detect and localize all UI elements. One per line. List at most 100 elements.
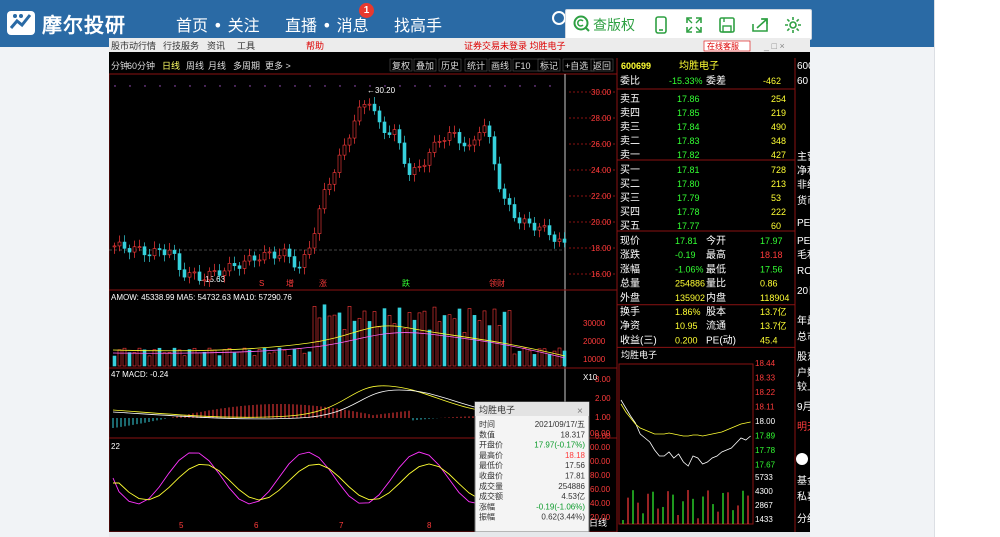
event-marker-4: 领财 bbox=[489, 278, 505, 288]
period-tab-6[interactable]: 更多 > bbox=[265, 60, 291, 71]
right-side-panel bbox=[934, 0, 1000, 537]
nav-home[interactable]: 首页 • 关注 bbox=[176, 16, 260, 35]
service-button-frame[interactable] bbox=[703, 40, 751, 52]
candle-body-20 bbox=[212, 270, 217, 272]
period-tab-0[interactable]: 分钟 bbox=[111, 60, 129, 71]
tool-8[interactable]: 返回 bbox=[593, 60, 611, 71]
stat-label-a-7: 收益(三) bbox=[620, 333, 657, 346]
edge-text-h: PE( bbox=[797, 236, 810, 247]
buy-volume-1: 213 bbox=[771, 179, 786, 189]
tool-frame-5 bbox=[512, 58, 545, 72]
mobile-icon[interactable] bbox=[650, 14, 672, 36]
candle-body-16 bbox=[192, 271, 197, 274]
nav-experts[interactable]: 找高手 bbox=[394, 16, 443, 35]
volume-bar-24 bbox=[232, 352, 237, 367]
tool-2[interactable]: 历史 bbox=[441, 60, 459, 71]
dot-marker-0 bbox=[114, 85, 116, 87]
menu-service[interactable]: 行技服务 bbox=[163, 40, 199, 51]
candle-body-70 bbox=[462, 142, 467, 147]
window-minimize-icon[interactable]: _ □ × bbox=[763, 41, 785, 51]
dot-marker-9 bbox=[249, 85, 251, 87]
app-logo[interactable]: 摩尔投研 bbox=[6, 8, 126, 38]
share-icon[interactable] bbox=[749, 14, 771, 36]
volume-bar-4 bbox=[132, 352, 137, 367]
tool-4[interactable]: 画线 bbox=[491, 60, 509, 71]
period-tab-2[interactable]: 日线 bbox=[162, 60, 180, 71]
menu-tools[interactable]: 工具 bbox=[237, 41, 255, 51]
settings-gear-icon[interactable] bbox=[782, 14, 804, 36]
edge-text-i: 毛利 bbox=[797, 249, 810, 261]
volume-bar-1 bbox=[117, 349, 122, 367]
volume-bar-35 bbox=[287, 355, 292, 367]
candle-body-34 bbox=[282, 248, 287, 257]
mini-frame bbox=[618, 363, 754, 525]
popup-side-tick-0: 00.00 bbox=[590, 429, 611, 438]
popup-key-4: 最低价 bbox=[479, 460, 503, 470]
dot-marker-28 bbox=[534, 85, 536, 87]
nav-live[interactable]: 直播 • 消息 bbox=[285, 16, 369, 35]
service-button[interactable]: 在线客服 bbox=[707, 41, 739, 51]
period-tab-5[interactable]: 多周期 bbox=[233, 60, 260, 71]
popup-side-tick-4: 60.00 bbox=[590, 485, 611, 494]
candle-body-36 bbox=[292, 256, 297, 268]
dot-marker-3 bbox=[159, 85, 161, 87]
tool-frame-4 bbox=[488, 58, 512, 72]
volume-bar-87 bbox=[547, 353, 552, 367]
terminal-canvas: 股市动行情 行技服务 资讯 工具 帮助 证券交易未登录 均胜电子 在线客服 _ … bbox=[109, 38, 810, 532]
menu-market[interactable]: 股市动行情 bbox=[111, 40, 156, 51]
volume-bar-52 bbox=[372, 311, 377, 367]
edge-text-o: 户数 bbox=[797, 366, 810, 379]
period-tab-4[interactable]: 月线 bbox=[208, 60, 226, 71]
intraday-mini-chart: 均胜电子 18.44 18.33 18.22 18.11 18.00 17.89 17.78 1… bbox=[618, 349, 776, 525]
candle-body-2 bbox=[122, 241, 127, 249]
popup-key-5: 收盘价 bbox=[479, 471, 503, 481]
dot-marker-23 bbox=[459, 85, 461, 87]
candle-body-49 bbox=[357, 106, 362, 122]
period-tab-1[interactable]: 60分钟 bbox=[127, 60, 155, 71]
tool-3[interactable]: 统计 bbox=[467, 60, 485, 71]
tool-0[interactable]: 复权 bbox=[392, 60, 410, 71]
volume-bar-33 bbox=[277, 347, 282, 367]
stat-value-a-0: 17.81 bbox=[675, 236, 698, 246]
volume-bar-22 bbox=[222, 349, 227, 367]
sell-volume-1: 219 bbox=[771, 108, 786, 118]
candle-body-42 bbox=[322, 189, 327, 210]
copyright-check-icon[interactable] bbox=[572, 14, 592, 34]
candle-body-77 bbox=[497, 163, 502, 190]
period-tab-3[interactable]: 周线 bbox=[186, 60, 204, 71]
candle-body-38 bbox=[302, 254, 307, 268]
check-version-button[interactable]: 查版权 bbox=[593, 18, 635, 34]
candle-body-5 bbox=[137, 246, 142, 249]
dot-marker-17 bbox=[369, 85, 371, 87]
tool-5[interactable]: F10 bbox=[515, 61, 531, 71]
stat-label-a-4: 外盘 bbox=[620, 291, 640, 304]
candle-body-30 bbox=[262, 252, 267, 261]
menu-help[interactable]: 帮助 bbox=[306, 40, 324, 51]
volume-tick-0: 30000 bbox=[583, 319, 606, 328]
tool-1[interactable]: 叠加 bbox=[416, 61, 434, 71]
stat-value-b-1: 18.18 bbox=[760, 250, 783, 260]
stat-label-b-6: 流通 bbox=[706, 319, 726, 332]
sell-price-2: 17.84 bbox=[677, 122, 700, 132]
candle-body-68 bbox=[452, 132, 457, 134]
popup-close-icon[interactable]: × bbox=[577, 406, 583, 417]
buy-price-4: 17.77 bbox=[677, 221, 700, 231]
dot-marker-25 bbox=[489, 85, 491, 87]
candle-body-53 bbox=[377, 110, 382, 123]
fullscreen-icon[interactable] bbox=[683, 14, 705, 36]
dot-marker-1 bbox=[129, 85, 131, 87]
volume-bar-11 bbox=[167, 352, 172, 367]
tool-7[interactable]: +自选 bbox=[565, 60, 588, 71]
menu-news[interactable]: 资讯 bbox=[207, 41, 225, 51]
event-marker-1: 增 bbox=[286, 278, 294, 288]
stat-label-a-6: 净资 bbox=[620, 319, 640, 332]
candle-body-29 bbox=[257, 259, 262, 262]
volume-bar-88 bbox=[552, 350, 557, 367]
tool-frame-2 bbox=[438, 58, 462, 72]
price-tick-1: 28.00 bbox=[591, 114, 612, 123]
save-icon[interactable] bbox=[716, 14, 738, 36]
tool-6[interactable]: 标记 bbox=[540, 60, 558, 71]
mini-title: 均胜电子 bbox=[621, 349, 657, 360]
